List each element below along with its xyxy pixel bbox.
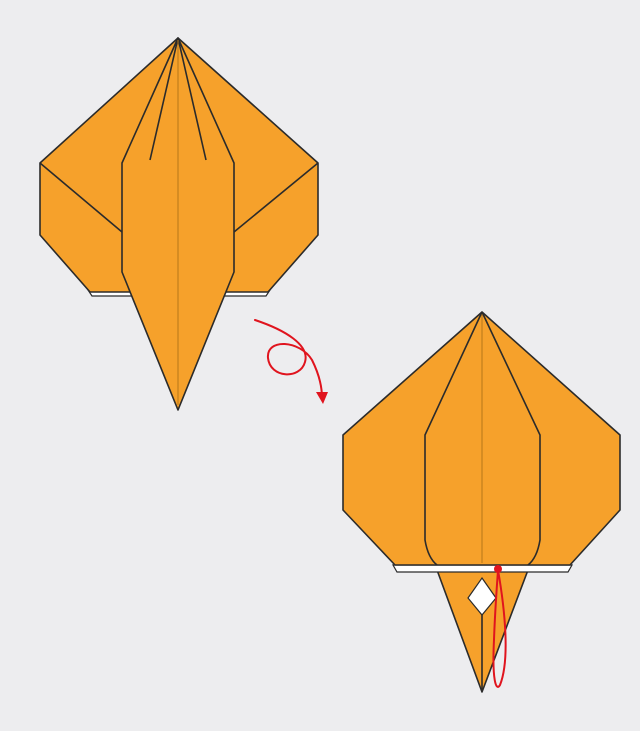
fold-line — [39, 162, 123, 233]
arrow-head — [316, 392, 328, 404]
bottom-model — [342, 311, 621, 693]
top-model — [39, 37, 319, 411]
arrow-point — [494, 565, 502, 573]
fold-line — [424, 311, 483, 566]
fold-line — [149, 37, 179, 161]
turn-arrow — [254, 319, 328, 404]
fold-line — [481, 311, 541, 566]
fold-line — [233, 162, 319, 233]
paper-edge — [391, 564, 574, 573]
arrow-path — [492, 569, 507, 688]
fold-line — [177, 37, 207, 161]
arrow-path — [254, 319, 323, 399]
